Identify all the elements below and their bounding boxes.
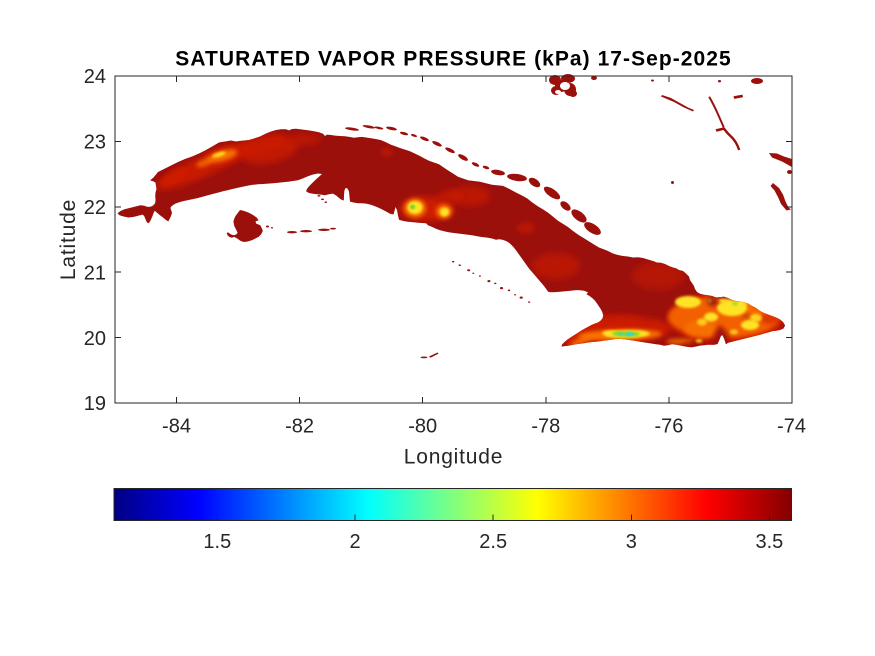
svg-text:Latitude: Latitude <box>57 199 80 280</box>
svg-text:2: 2 <box>350 531 361 553</box>
svg-text:3.5: 3.5 <box>755 531 783 553</box>
svg-text:21: 21 <box>84 262 106 284</box>
svg-text:Longitude: Longitude <box>404 445 503 468</box>
svg-text:24: 24 <box>84 66 106 88</box>
svg-text:-78: -78 <box>531 416 560 438</box>
svg-text:SATURATED VAPOR PRESSURE (kPa): SATURATED VAPOR PRESSURE (kPa) 17-Sep-20… <box>175 48 731 71</box>
svg-text:-80: -80 <box>408 416 437 438</box>
svg-text:-84: -84 <box>162 416 191 438</box>
svg-text:19: 19 <box>84 393 106 415</box>
svg-text:-76: -76 <box>654 416 683 438</box>
svg-text:-82: -82 <box>285 416 314 438</box>
svg-text:-74: -74 <box>777 416 806 438</box>
svg-text:3: 3 <box>626 531 637 553</box>
svg-text:2.5: 2.5 <box>479 531 507 553</box>
svg-text:22: 22 <box>84 197 106 219</box>
svg-text:23: 23 <box>84 132 106 154</box>
svg-text:20: 20 <box>84 328 106 350</box>
svg-text:1.5: 1.5 <box>203 531 231 553</box>
